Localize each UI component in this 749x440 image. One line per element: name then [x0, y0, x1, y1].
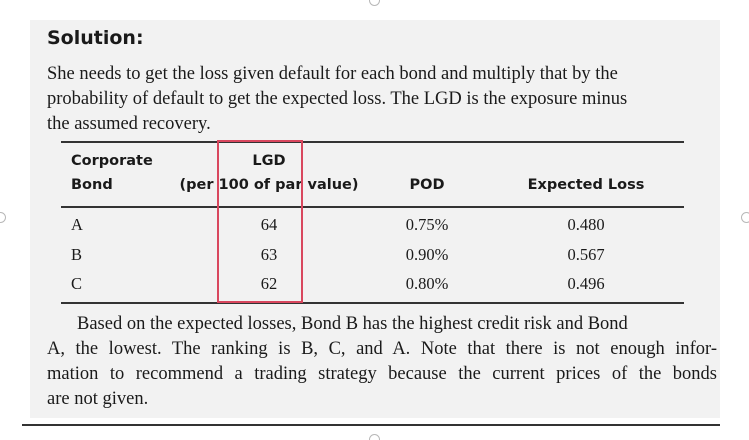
left-resize-handle[interactable]	[0, 212, 6, 223]
cell-pod: 0.80%	[405, 274, 449, 293]
header-corporate: Corporate	[71, 153, 153, 169]
cell-lgd: 64	[260, 215, 278, 234]
conclusion-line: mation to recommend a trading strategy b…	[47, 364, 717, 384]
right-resize-handle[interactable]	[741, 212, 749, 223]
cell-pod: 0.90%	[405, 245, 449, 264]
lgd-column-highlight	[217, 140, 303, 303]
intro-line: She needs to get the loss given default …	[47, 64, 618, 84]
cell-lgd: 62	[260, 274, 278, 293]
table-header-rule	[61, 206, 684, 208]
header-pod: POD	[409, 177, 445, 193]
conclusion-line: A, the lowest. The ranking is B, C, and …	[47, 339, 717, 359]
table-bottom-rule	[61, 302, 684, 304]
header-bond: Bond	[71, 177, 113, 193]
header-expected-loss: Expected Loss	[527, 177, 645, 193]
cell-pod: 0.75%	[405, 215, 449, 234]
header-lgd: LGD	[252, 153, 286, 169]
bottom-resize-handle[interactable]	[369, 434, 380, 440]
cell-bond: C	[71, 274, 83, 293]
cell-expected-loss: 0.480	[567, 215, 605, 234]
conclusion-line: are not given.	[47, 389, 149, 409]
solution-heading: Solution:	[47, 27, 144, 49]
intro-paragraph: She needs to get the loss given default …	[47, 62, 717, 137]
cell-expected-loss: 0.496	[567, 274, 605, 293]
solution-panel	[30, 20, 720, 418]
intro-line: the assumed recovery.	[47, 114, 211, 134]
cell-lgd: 63	[260, 245, 278, 264]
table-top-rule	[61, 141, 684, 143]
conclusion-paragraph: Based on the expected losses, Bond B has…	[47, 312, 717, 412]
intro-line: probability of default to get the expect…	[47, 89, 628, 109]
cell-bond: A	[71, 215, 83, 234]
cell-expected-loss: 0.567	[567, 245, 605, 264]
cell-bond: B	[71, 245, 83, 264]
section-bottom-rule	[22, 424, 720, 426]
conclusion-line: Based on the expected losses, Bond B has…	[77, 314, 628, 334]
top-resize-handle[interactable]	[369, 0, 380, 6]
header-lgd-unit: (per 100 of par value)	[179, 177, 359, 193]
